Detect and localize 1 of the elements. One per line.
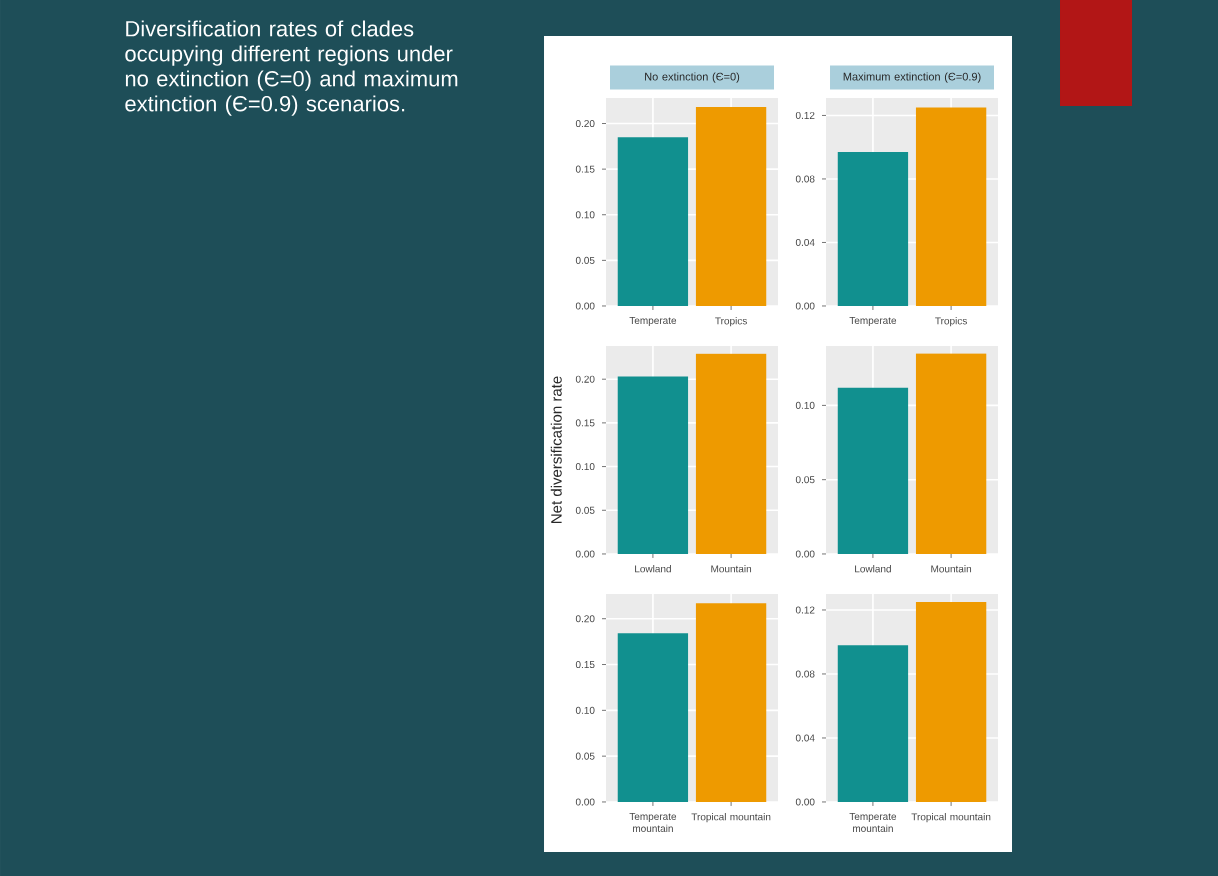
- text: Diversification rates of clades occupying different regions under no extinction (Є=0) and maximum extinction (Є=0.9) scenarios.: [125, 20, 458, 116]
